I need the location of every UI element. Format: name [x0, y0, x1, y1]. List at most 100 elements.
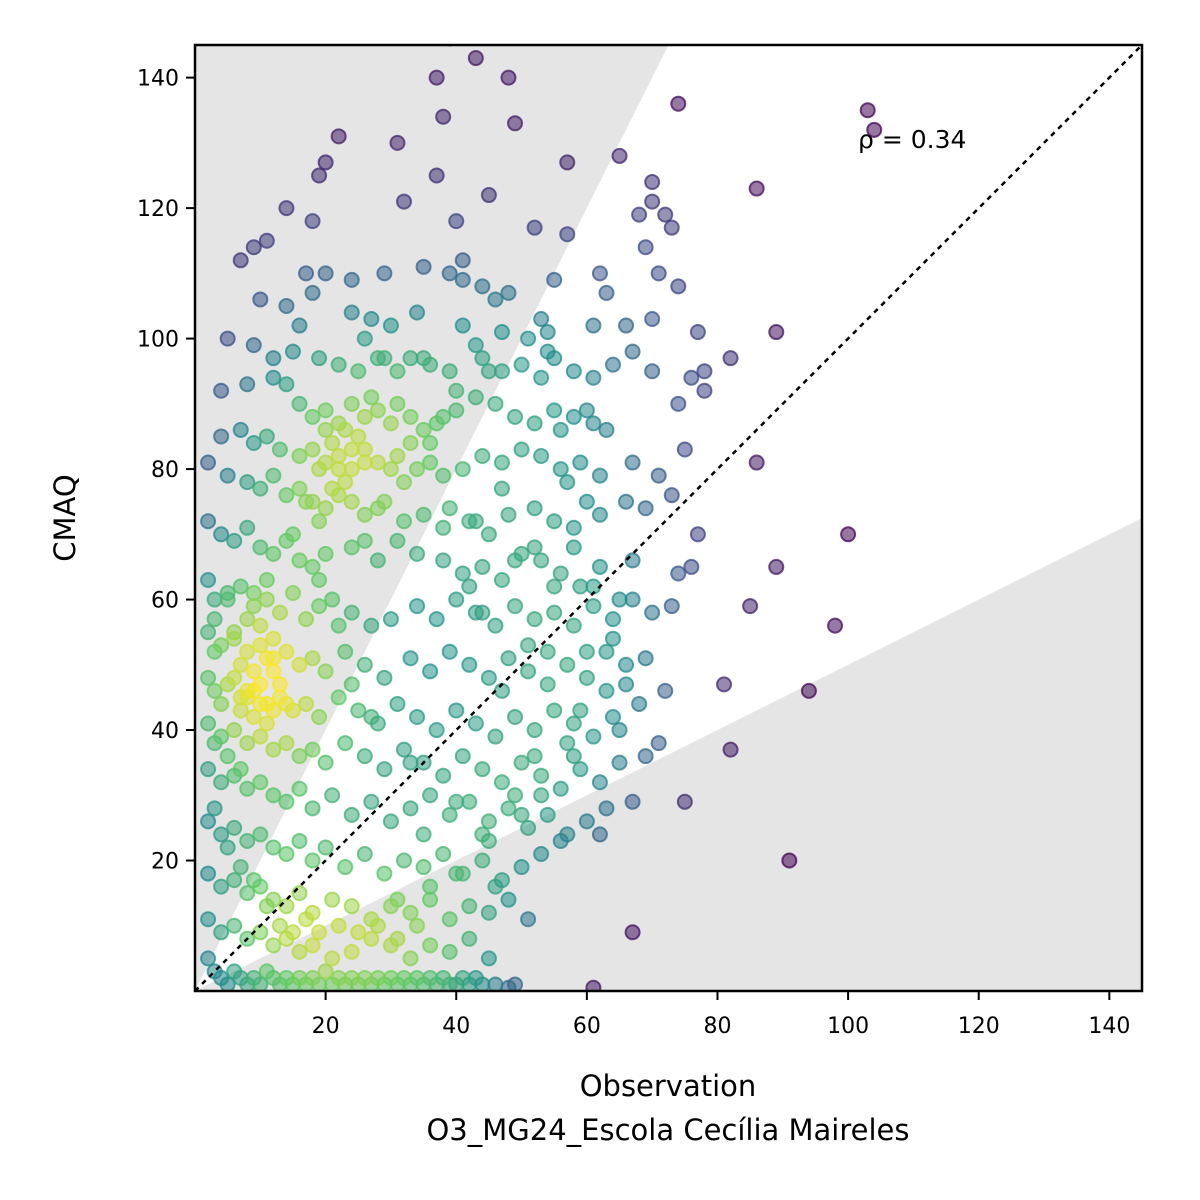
- data-point: [265, 839, 282, 856]
- data-point: [461, 578, 478, 595]
- data-point: [748, 454, 765, 471]
- data-point: [546, 702, 563, 719]
- data-point: [298, 911, 315, 928]
- data-point: [500, 650, 517, 667]
- data-point: [409, 598, 426, 615]
- data-point: [219, 330, 236, 347]
- data-point: [304, 800, 321, 817]
- data-point: [213, 826, 230, 843]
- data-point: [526, 722, 543, 739]
- data-point: [311, 513, 328, 530]
- data-point: [585, 598, 602, 615]
- data-point: [409, 304, 426, 321]
- data-point: [311, 167, 328, 184]
- data-point: [454, 271, 471, 288]
- data-point: [200, 571, 217, 588]
- data-point: [493, 571, 510, 588]
- data-point: [330, 448, 347, 465]
- data-point: [291, 480, 308, 497]
- data-point: [513, 356, 530, 373]
- data-point: [343, 969, 360, 986]
- data-point: [624, 343, 641, 360]
- data-point: [493, 480, 510, 497]
- data-point: [448, 702, 465, 719]
- x-tick-label: 40: [442, 1014, 470, 1039]
- data-point: [317, 421, 334, 438]
- data-point: [441, 265, 458, 282]
- data-point: [239, 519, 256, 536]
- data-point: [500, 800, 517, 817]
- data-point: [585, 415, 602, 432]
- data-point: [585, 317, 602, 334]
- data-point: [317, 963, 334, 980]
- data-point: [291, 656, 308, 673]
- data-point: [356, 845, 373, 862]
- data-point: [324, 434, 341, 451]
- data-point: [422, 878, 439, 895]
- data-point: [644, 363, 661, 380]
- data-point: [304, 969, 321, 986]
- data-point: [448, 793, 465, 810]
- data-point: [598, 643, 615, 660]
- data-point: [461, 656, 478, 673]
- data-point: [330, 356, 347, 373]
- data-point: [650, 467, 667, 484]
- data-point: [382, 317, 399, 334]
- data-point: [435, 552, 452, 569]
- data-point: [389, 363, 406, 380]
- data-point: [369, 454, 386, 471]
- data-point: [239, 474, 256, 491]
- data-point: [343, 604, 360, 621]
- data-point: [226, 532, 243, 549]
- data-point: [402, 434, 419, 451]
- data-point: [271, 676, 288, 693]
- data-point: [591, 265, 608, 282]
- data-point: [402, 800, 419, 817]
- data-point: [395, 852, 412, 869]
- data-point: [389, 695, 406, 712]
- data-point: [500, 891, 517, 908]
- data-point: [552, 832, 569, 849]
- data-point: [376, 265, 393, 282]
- data-point: [507, 708, 524, 725]
- data-point: [213, 774, 230, 791]
- data-point: [239, 735, 256, 752]
- identity-line: [195, 45, 1142, 991]
- data-point: [448, 865, 465, 882]
- data-point: [578, 493, 595, 510]
- data-point: [330, 969, 347, 986]
- data-point: [409, 545, 426, 562]
- data-point: [356, 532, 373, 549]
- data-point: [500, 506, 517, 523]
- data-point: [435, 767, 452, 784]
- data-point: [716, 676, 733, 693]
- data-point: [533, 311, 550, 328]
- data-point: [500, 69, 517, 86]
- data-point: [422, 969, 439, 986]
- data-point: [461, 513, 478, 530]
- data-point: [356, 748, 373, 765]
- data-point: [311, 598, 328, 615]
- y-tick-label: 100: [137, 328, 179, 353]
- data-point: [768, 324, 785, 341]
- data-point: [304, 741, 321, 758]
- data-point: [389, 448, 406, 465]
- data-point: [500, 284, 517, 301]
- data-point: [611, 754, 628, 771]
- data-point: [232, 252, 249, 269]
- data-point: [604, 708, 621, 725]
- data-point: [683, 369, 700, 386]
- data-point: [258, 695, 275, 712]
- data-point: [533, 845, 550, 862]
- data-point: [493, 774, 510, 791]
- x-tick-label: 20: [312, 1014, 340, 1039]
- data-point: [343, 806, 360, 823]
- data-point: [441, 806, 458, 823]
- data-point: [402, 754, 419, 771]
- data-point: [409, 917, 426, 934]
- data-point: [258, 715, 275, 732]
- data-point: [298, 695, 315, 712]
- y-axis: 20 40 60 80 100 120 140: [137, 67, 195, 875]
- data-point: [376, 669, 393, 686]
- data-point: [389, 395, 406, 412]
